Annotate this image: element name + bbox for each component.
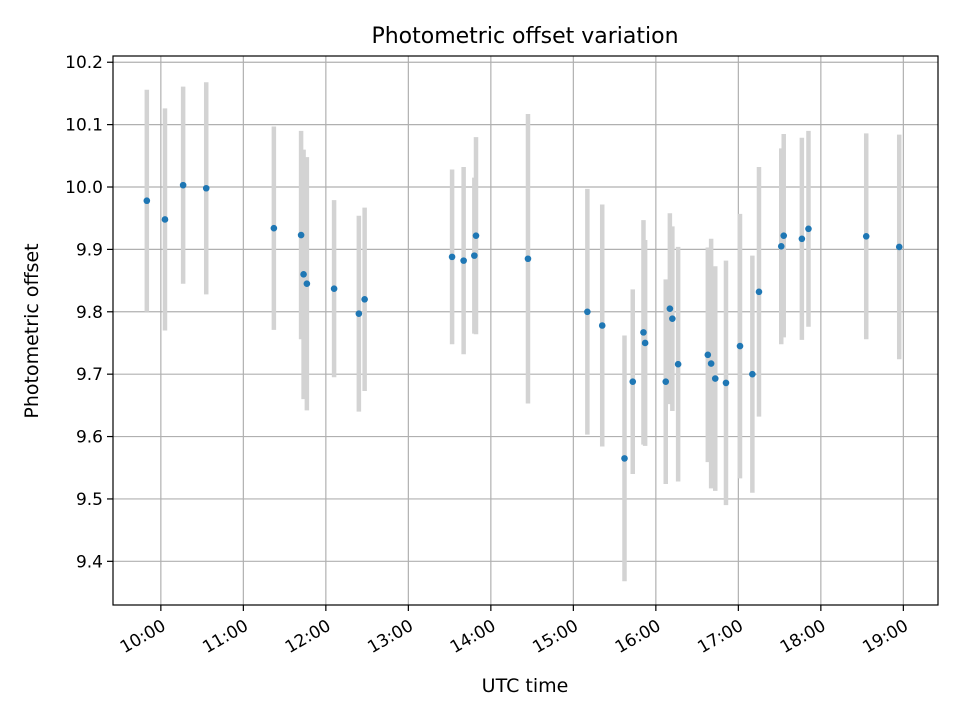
data-point [662,378,670,385]
data-point [862,232,870,240]
data-point [471,252,478,259]
data-point [270,224,278,232]
data-point [704,351,712,359]
data-point [330,285,338,293]
data-point [303,280,311,288]
data-point [598,322,606,329]
data-point [722,379,730,387]
data-point [755,288,763,296]
data-point [143,197,151,205]
data-point [202,184,210,192]
y-tick-label: 9.6 [76,428,103,448]
data-point [707,360,715,367]
y-tick-label: 10.0 [65,178,103,198]
data-point [640,329,647,336]
grid [113,56,938,605]
data-point [448,253,456,261]
data-point [460,257,467,264]
data-point [674,360,682,368]
y-tick-label: 10.2 [65,53,103,73]
data-point [666,305,674,312]
y-axis-label: Photometric offset [21,243,43,418]
data-point [629,378,637,385]
data-point [179,181,187,189]
y-tick-label: 9.5 [76,490,103,510]
data-point [749,370,756,378]
data-point [641,339,649,347]
data-point [584,308,591,316]
data-point [805,225,812,233]
data-point [161,216,169,223]
data-point [472,232,480,239]
x-axis-label: UTC time [482,675,569,697]
data-point [736,342,744,350]
data-point [524,255,532,263]
data-point [780,232,788,239]
data-points [143,181,903,462]
data-point [711,375,719,382]
y-tick-label: 9.4 [76,552,103,572]
chart-title: Photometric offset variation [371,24,678,49]
data-point [669,315,676,322]
data-point [361,296,368,303]
data-point [621,455,628,462]
y-tick-label: 9.9 [76,240,103,260]
data-point [895,243,903,251]
y-tick-label: 10.1 [65,116,103,136]
y-tick-label: 9.7 [76,365,103,385]
data-point [300,271,307,278]
data-point [798,235,806,243]
data-point [777,242,785,250]
y-tick-label: 9.8 [76,303,103,323]
plot-frame [112,55,939,606]
y-ticks: 9.4 9.5 9.6 9.7 9.8 9.9 10.0 10.1 10.2 [65,53,113,572]
data-point [355,310,363,317]
data-point [297,231,305,239]
